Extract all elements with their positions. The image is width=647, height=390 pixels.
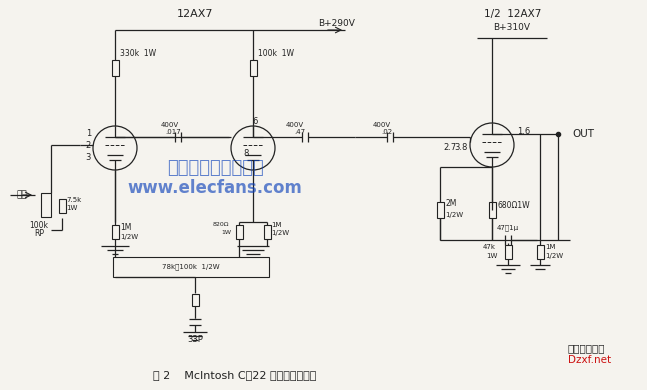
Text: 图 2    McIntosh C－22 实际制作线路图: 图 2 McIntosh C－22 实际制作线路图 xyxy=(153,370,316,380)
Bar xyxy=(113,257,269,277)
Text: 1M: 1M xyxy=(271,222,281,228)
Text: 680Ω1W: 680Ω1W xyxy=(497,200,530,209)
Bar xyxy=(236,225,243,239)
Text: 1M: 1M xyxy=(120,223,131,232)
Text: 400V: 400V xyxy=(161,122,179,128)
Text: 3: 3 xyxy=(85,154,91,163)
Text: 1W: 1W xyxy=(221,230,231,236)
Text: 1: 1 xyxy=(86,129,91,138)
Text: 400V: 400V xyxy=(286,122,304,128)
Text: RP: RP xyxy=(34,229,44,238)
Text: 100k: 100k xyxy=(30,220,49,229)
Text: 1/2  12AX7: 1/2 12AX7 xyxy=(485,9,542,19)
Text: 3.8: 3.8 xyxy=(455,142,468,151)
Text: .02: .02 xyxy=(382,129,393,135)
Text: .47: .47 xyxy=(294,129,305,135)
Text: 1W: 1W xyxy=(66,205,78,211)
Text: 2M: 2M xyxy=(445,200,456,209)
Text: Dzxf.net: Dzxf.net xyxy=(568,355,611,365)
Bar xyxy=(58,199,65,213)
Bar xyxy=(505,245,512,259)
Bar xyxy=(111,225,118,239)
Text: 12AX7: 12AX7 xyxy=(177,9,214,19)
Bar xyxy=(250,60,256,76)
Text: 电子开发社区: 电子开发社区 xyxy=(568,343,606,353)
Text: 1/2W: 1/2W xyxy=(120,234,138,240)
Text: 2.7: 2.7 xyxy=(444,142,457,151)
Text: 1/2W: 1/2W xyxy=(545,253,563,259)
Text: .017: .017 xyxy=(165,129,181,135)
Text: B+290V: B+290V xyxy=(318,20,355,28)
Text: 47－1μ: 47－1μ xyxy=(497,225,519,231)
Text: B+310V: B+310V xyxy=(494,23,531,32)
Text: 100k  1W: 100k 1W xyxy=(258,50,294,58)
Bar xyxy=(111,60,118,76)
Text: 47k: 47k xyxy=(483,244,496,250)
Text: 输入: 输入 xyxy=(17,190,27,200)
Text: OUT: OUT xyxy=(572,129,594,139)
Bar xyxy=(41,193,51,217)
Text: 820Ω: 820Ω xyxy=(212,223,229,227)
Bar xyxy=(192,294,199,306)
Text: 7.5k: 7.5k xyxy=(66,197,82,203)
Text: 2: 2 xyxy=(86,140,91,149)
Bar xyxy=(536,245,543,259)
Text: 6: 6 xyxy=(252,117,258,126)
Text: 1/2W: 1/2W xyxy=(271,230,289,236)
Text: www.elecfans.com: www.elecfans.com xyxy=(127,179,302,197)
Text: 330k  1W: 330k 1W xyxy=(120,50,156,58)
Text: 33P: 33P xyxy=(187,335,203,344)
Bar xyxy=(488,202,496,218)
Text: 1W: 1W xyxy=(487,253,498,259)
Text: 1/2W: 1/2W xyxy=(445,212,463,218)
Text: 更多相关电路尽在：: 更多相关电路尽在： xyxy=(167,159,263,177)
Text: 400V: 400V xyxy=(373,122,391,128)
Text: 1.6: 1.6 xyxy=(517,126,531,135)
Bar xyxy=(263,225,270,239)
Text: 1M: 1M xyxy=(545,244,556,250)
Bar xyxy=(437,202,443,218)
Text: 8: 8 xyxy=(244,149,249,158)
Text: 78k－100k  1/2W: 78k－100k 1/2W xyxy=(162,264,220,270)
